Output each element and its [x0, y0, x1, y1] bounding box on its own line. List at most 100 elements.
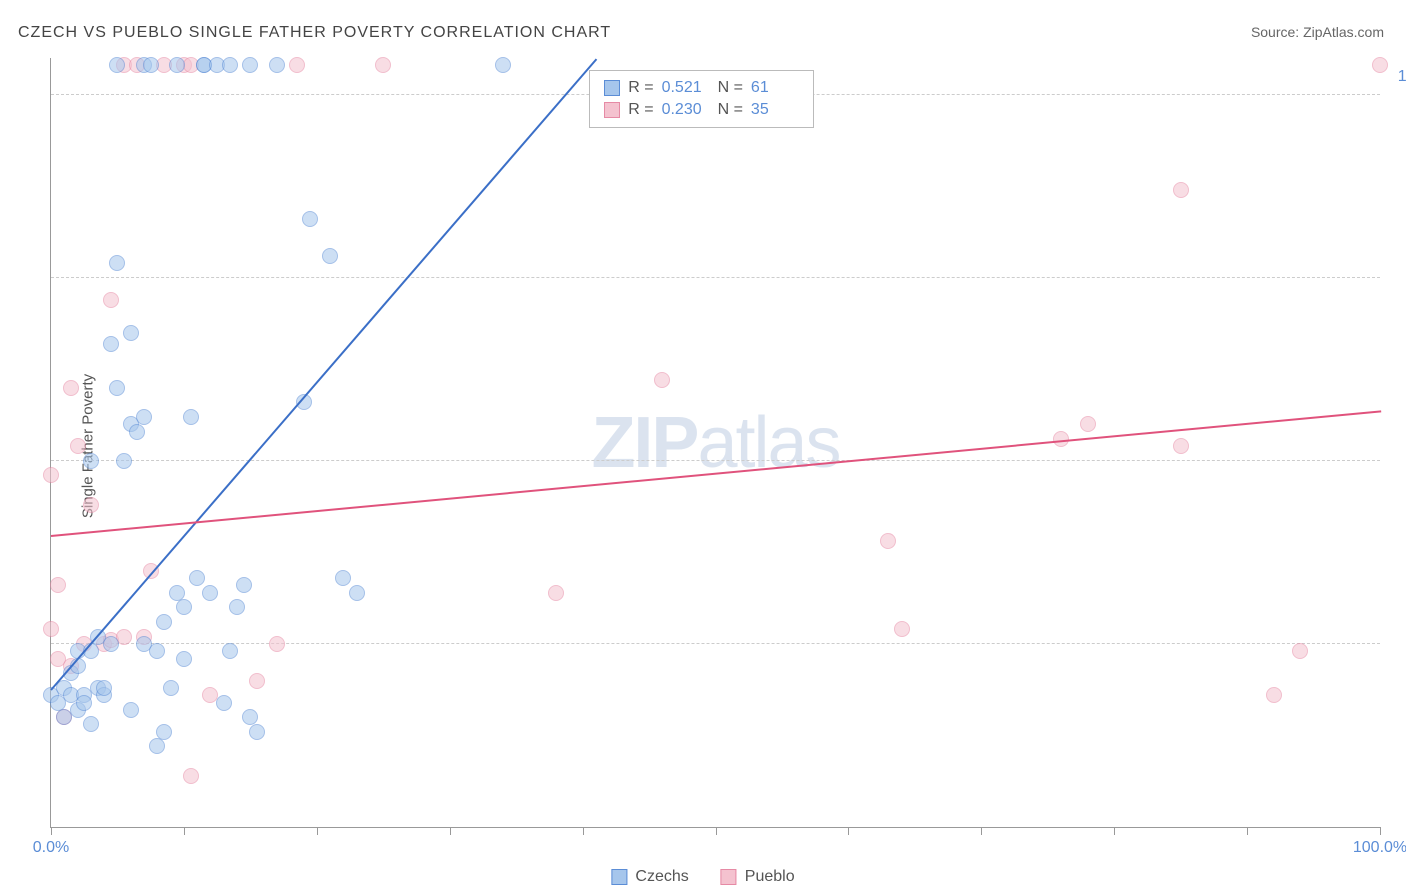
data-point-pueblo: [63, 380, 79, 396]
data-point-czechs: [143, 57, 159, 73]
data-point-czechs: [83, 453, 99, 469]
data-point-czechs: [335, 570, 351, 586]
stat-r-value: 0.230: [662, 101, 710, 119]
data-point-pueblo: [1080, 416, 1096, 432]
data-point-pueblo: [880, 533, 896, 549]
stat-r-label: R =: [628, 101, 653, 119]
data-point-czechs: [156, 724, 172, 740]
x-tick-label: 0.0%: [33, 839, 69, 857]
stats-row-czechs: R = 0.521 N = 61: [604, 77, 799, 99]
legend-item-czechs[interactable]: Czechs: [611, 868, 688, 886]
data-point-czechs: [176, 651, 192, 667]
data-point-pueblo: [269, 636, 285, 652]
data-point-pueblo: [375, 57, 391, 73]
stat-r-label: R =: [628, 79, 653, 97]
data-point-czechs: [189, 570, 205, 586]
legend-item-pueblo[interactable]: Pueblo: [721, 868, 795, 886]
data-point-czechs: [163, 680, 179, 696]
stat-n-value: 35: [751, 101, 799, 119]
data-point-czechs: [249, 724, 265, 740]
data-point-czechs: [109, 57, 125, 73]
stat-n-label: N =: [718, 101, 743, 119]
gridline-horizontal: [51, 643, 1380, 644]
y-tick-label: 100.0%: [1398, 68, 1406, 86]
chart-title: CZECH VS PUEBLO SINGLE FATHER POVERTY CO…: [18, 24, 611, 42]
data-point-pueblo: [1372, 57, 1388, 73]
data-point-czechs: [83, 716, 99, 732]
x-tick: [848, 827, 849, 835]
legend-label: Czechs: [635, 868, 688, 886]
data-point-czechs: [229, 599, 245, 615]
data-point-czechs: [149, 643, 165, 659]
x-tick: [1380, 827, 1381, 835]
swatch-czechs: [611, 869, 627, 885]
stats-box: R = 0.521 N = 61 R = 0.230 N = 35: [589, 70, 814, 128]
source-label: Source:: [1251, 24, 1299, 40]
data-point-czechs: [176, 599, 192, 615]
data-point-pueblo: [654, 372, 670, 388]
data-point-czechs: [242, 709, 258, 725]
x-tick: [1114, 827, 1115, 835]
data-point-pueblo: [43, 467, 59, 483]
data-point-czechs: [149, 738, 165, 754]
data-point-czechs: [302, 211, 318, 227]
x-tick: [981, 827, 982, 835]
stat-n-label: N =: [718, 79, 743, 97]
data-point-pueblo: [70, 438, 86, 454]
data-point-czechs: [169, 57, 185, 73]
data-point-czechs: [222, 643, 238, 659]
trendline-pueblo: [51, 410, 1381, 537]
data-point-pueblo: [894, 621, 910, 637]
x-tick: [184, 827, 185, 835]
data-point-czechs: [236, 577, 252, 593]
data-point-czechs: [156, 614, 172, 630]
source-link[interactable]: ZipAtlas.com: [1303, 24, 1384, 40]
swatch-czechs: [604, 80, 620, 96]
data-point-pueblo: [1173, 182, 1189, 198]
data-point-czechs: [136, 409, 152, 425]
trendline-czechs: [50, 58, 597, 690]
swatch-pueblo: [604, 102, 620, 118]
data-point-pueblo: [183, 768, 199, 784]
x-tick: [450, 827, 451, 835]
data-point-czechs: [222, 57, 238, 73]
data-point-czechs: [349, 585, 365, 601]
data-point-pueblo: [1266, 687, 1282, 703]
source-attribution: Source: ZipAtlas.com: [1251, 24, 1384, 40]
scatter-plot: ZIPatlas 25.0%50.0%75.0%100.0%0.0%100.0%…: [50, 58, 1380, 828]
data-point-pueblo: [1173, 438, 1189, 454]
data-point-pueblo: [249, 673, 265, 689]
stat-n-value: 61: [751, 79, 799, 97]
data-point-pueblo: [43, 621, 59, 637]
x-tick: [716, 827, 717, 835]
x-tick: [1247, 827, 1248, 835]
swatch-pueblo: [721, 869, 737, 885]
data-point-czechs: [123, 702, 139, 718]
stats-row-pueblo: R = 0.230 N = 35: [604, 99, 799, 121]
x-tick: [583, 827, 584, 835]
stat-r-value: 0.521: [662, 79, 710, 97]
data-point-pueblo: [1292, 643, 1308, 659]
data-point-pueblo: [103, 292, 119, 308]
data-point-pueblo: [83, 497, 99, 513]
data-point-czechs: [103, 636, 119, 652]
data-point-czechs: [495, 57, 511, 73]
watermark-bold: ZIP: [591, 403, 697, 483]
data-point-czechs: [96, 680, 112, 696]
data-point-pueblo: [50, 577, 66, 593]
data-point-czechs: [129, 424, 145, 440]
data-point-czechs: [183, 409, 199, 425]
legend-label: Pueblo: [745, 868, 795, 886]
data-point-czechs: [322, 248, 338, 264]
data-point-czechs: [109, 380, 125, 396]
chart-container: CZECH VS PUEBLO SINGLE FATHER POVERTY CO…: [0, 0, 1406, 892]
data-point-czechs: [109, 255, 125, 271]
x-tick-label: 100.0%: [1353, 839, 1406, 857]
data-point-czechs: [103, 336, 119, 352]
data-point-pueblo: [289, 57, 305, 73]
data-point-czechs: [116, 453, 132, 469]
data-point-czechs: [216, 695, 232, 711]
legend: Czechs Pueblo: [611, 868, 794, 886]
x-tick: [317, 827, 318, 835]
data-point-pueblo: [548, 585, 564, 601]
